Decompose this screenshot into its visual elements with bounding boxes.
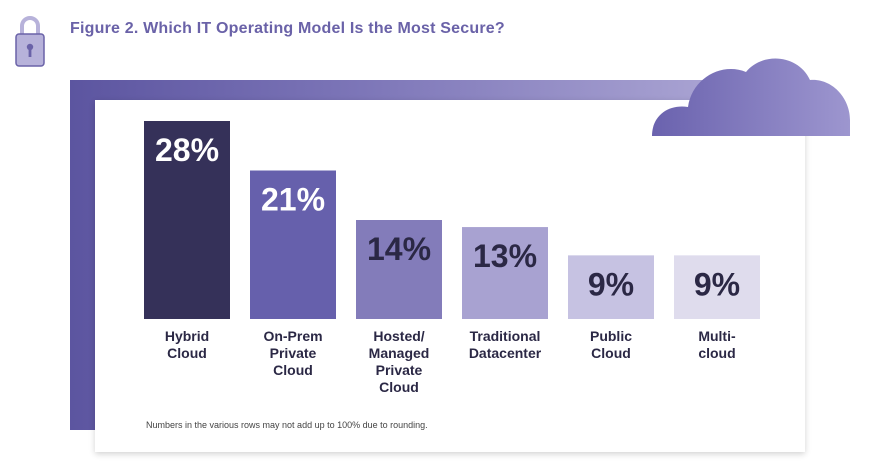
footnote: Numbers in the various rows may not add … [146,420,428,430]
bar-2 [356,220,442,319]
bar-value-label-2: 14% [367,231,431,267]
category-label-5: Multi-cloud [698,328,736,361]
chart-title: Figure 2. Which IT Operating Model Is th… [70,20,505,37]
category-label-3: Traditional Datacenter [469,328,542,361]
category-label-1: On-Prem Private Cloud [263,328,322,378]
bar-0 [144,121,230,319]
bar-5 [674,255,760,319]
bar-value-label-1: 21% [261,182,325,218]
bar-4 [568,255,654,319]
lock-icon [15,16,45,67]
bar-value-label-0: 28% [155,132,219,168]
bar-1 [250,170,336,319]
category-label-4: Public Cloud [590,328,632,361]
bar-value-label-3: 13% [473,238,537,274]
category-label-2: Hosted/Managed Private Cloud [369,328,430,395]
bar-value-label-4: 9% [588,266,634,302]
bar-value-label-5: 9% [694,266,740,302]
bar-3 [462,227,548,319]
cloud-icon [652,58,850,137]
category-label-0: Hybrid Cloud [165,328,209,361]
